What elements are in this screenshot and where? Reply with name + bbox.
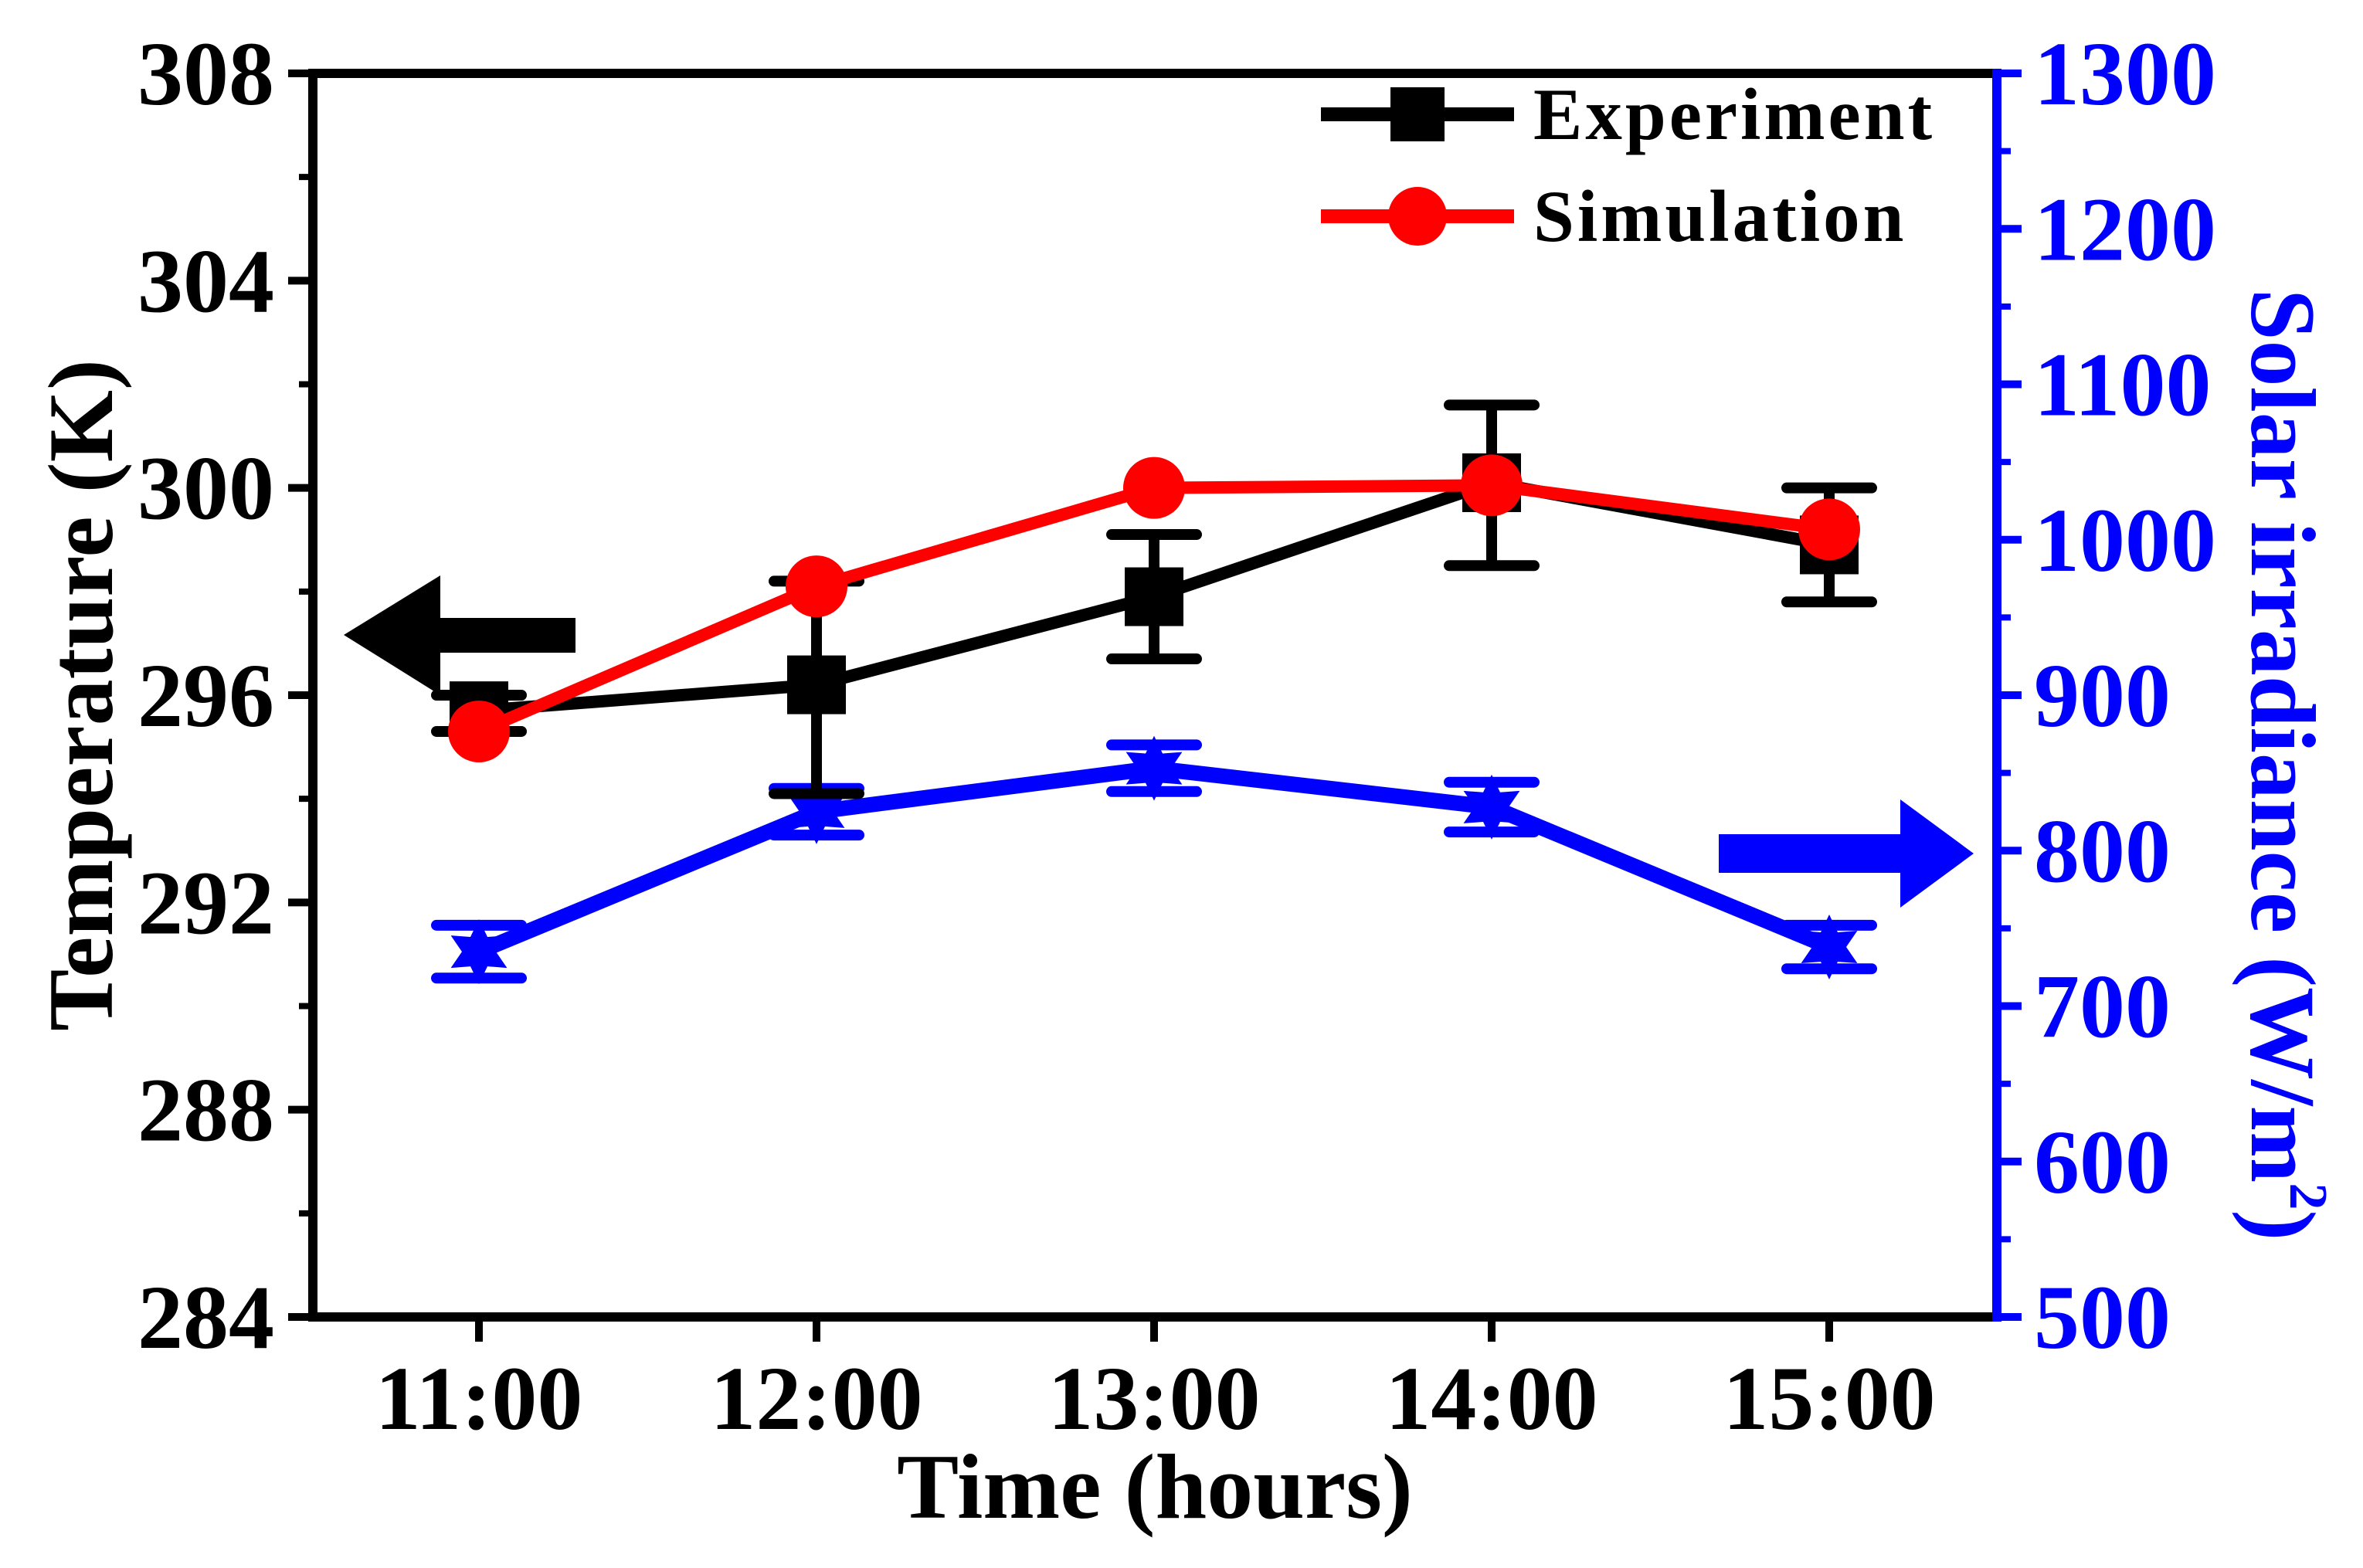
- simulation-point: [1798, 498, 1860, 561]
- x-axis-label: Time (hours): [897, 1435, 1413, 1538]
- right-tick-label: 1200: [2034, 178, 2216, 280]
- right-tick-label: 1300: [2034, 23, 2216, 124]
- left-tick-label: 296: [138, 645, 274, 746]
- left-tick-label: 300: [138, 438, 274, 539]
- x-axis: 11:00 12:00 13:00 14:00 15:00: [375, 1317, 1936, 1449]
- left-tick-label: 284: [138, 1267, 274, 1368]
- right-tick-label: 900: [2034, 645, 2171, 746]
- legend-experiment-marker: [1390, 87, 1445, 141]
- left-arrow-annotation: [344, 575, 575, 695]
- simulation-point: [1123, 456, 1185, 519]
- legend: Experiment Simulation: [1321, 73, 1935, 257]
- right-tick-label: 1100: [2034, 334, 2212, 436]
- left-axis: 284 288 292 296 300 304 308: [138, 23, 313, 1368]
- solar-irradiance-point: [450, 919, 508, 985]
- series-layer: [431, 399, 1877, 985]
- left-axis-label: Temperature (K): [29, 359, 132, 1031]
- solar-irradiance-point: [1463, 774, 1520, 840]
- x-tick-label: 11:00: [375, 1348, 583, 1449]
- right-tick-label: 600: [2034, 1112, 2171, 1213]
- right-axis-label-main: Solar irradiance (W/m: [2232, 289, 2334, 1183]
- x-tick-label: 12:00: [710, 1348, 922, 1449]
- left-tick-label: 288: [138, 1060, 274, 1161]
- right-tick-label: 1000: [2034, 490, 2216, 591]
- right-axis-label: Solar irradiance (W/m2): [2232, 289, 2338, 1241]
- right-tick-label: 500: [2034, 1267, 2171, 1368]
- solar-irradiance-point: [1125, 735, 1183, 801]
- right-axis-label-superscript: 2: [2278, 1183, 2338, 1210]
- x-tick-label: 14:00: [1385, 1348, 1597, 1449]
- left-tick-label: 292: [138, 852, 274, 953]
- solar-irradiance-point: [788, 779, 845, 844]
- right-arrow-annotation: [1719, 799, 1974, 908]
- right-axis-label-close: ): [2232, 1210, 2334, 1240]
- simulation-point: [786, 555, 847, 618]
- experiment-point: [1125, 567, 1183, 626]
- left-tick-label: 308: [138, 23, 274, 124]
- right-tick-label: 700: [2034, 956, 2171, 1057]
- right-axis: 500 600 700 800 900 1000 1100 1200 1300: [1997, 23, 2216, 1368]
- left-tick-label: 304: [138, 230, 274, 331]
- x-tick-label: 13:00: [1047, 1348, 1260, 1449]
- x-tick-label: 15:00: [1723, 1348, 1935, 1449]
- experiment-point: [787, 655, 846, 714]
- solar-irradiance-point: [1801, 915, 1858, 979]
- right-tick-label: 800: [2034, 800, 2171, 901]
- legend-experiment-label: Experiment: [1533, 73, 1935, 155]
- simulation-point: [1461, 454, 1523, 517]
- legend-simulation-label: Simulation: [1533, 175, 1906, 257]
- simulation-point: [448, 700, 510, 762]
- legend-simulation-marker: [1388, 187, 1447, 246]
